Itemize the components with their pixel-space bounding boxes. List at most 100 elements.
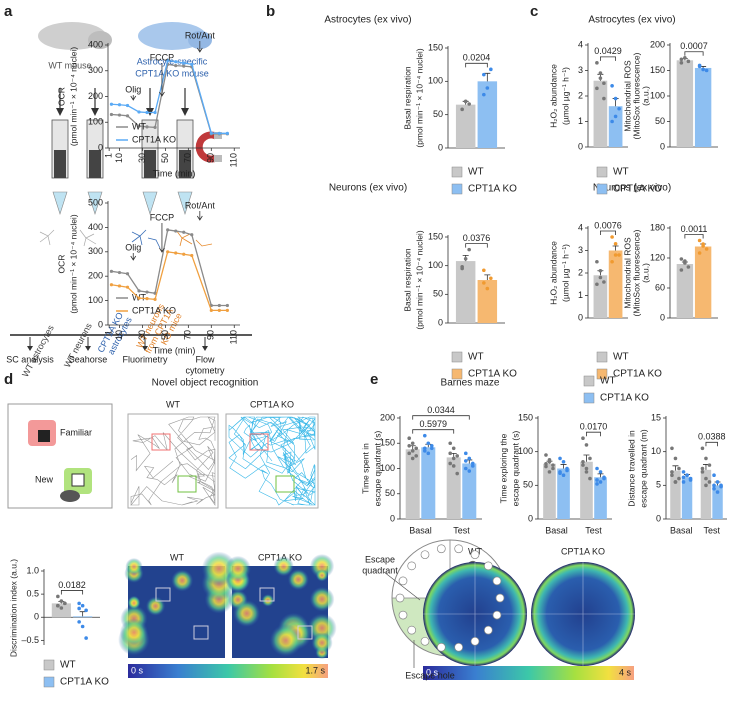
data-point	[598, 71, 603, 75]
bar	[580, 461, 593, 519]
legend-label: CPT1A KO	[468, 184, 517, 195]
data-point	[613, 114, 618, 119]
data-point	[463, 466, 468, 471]
method-label: Flow	[195, 354, 215, 364]
annotation: Olig	[125, 242, 141, 252]
x-tick-label: 50	[160, 330, 170, 340]
y-tick-label: 1	[578, 290, 583, 300]
point	[125, 114, 130, 118]
colorbar-label: 4 s	[619, 667, 632, 677]
annotation-arrow	[159, 63, 165, 97]
y-axis-label: Discrimination index (a.u.)	[8, 559, 18, 657]
p-value: 0.0204	[463, 53, 491, 63]
schematic-a	[10, 22, 252, 351]
diagram-label: Escape	[365, 554, 395, 564]
legend-label: WT	[613, 352, 629, 363]
data-point	[715, 490, 720, 494]
y-tick-label: 3	[578, 245, 583, 255]
data-point	[558, 456, 562, 461]
data-point	[584, 470, 589, 474]
data-point	[470, 464, 475, 468]
data-point	[617, 253, 621, 257]
object-label: New	[35, 474, 54, 484]
y-axis-label: (MitoSox fluorescence)	[631, 229, 641, 316]
y-tick-label: 0	[34, 612, 39, 622]
significance-bracket	[600, 230, 616, 235]
point	[117, 270, 122, 275]
legend-label: WT	[613, 167, 629, 178]
legend-swatch	[451, 183, 463, 195]
data-point	[598, 275, 603, 280]
annotation: FCCP	[150, 212, 175, 222]
point	[145, 290, 149, 294]
y-tick-label: 10	[651, 446, 661, 456]
data-point	[489, 276, 493, 281]
point	[190, 233, 194, 237]
data-point	[700, 466, 705, 471]
data-point	[426, 441, 431, 446]
bar	[694, 67, 712, 147]
object-zone	[249, 433, 269, 451]
x-tick-label: Basal	[409, 525, 432, 535]
object-zone	[193, 625, 209, 640]
schematic-e	[383, 539, 635, 680]
y-axis-label: (a.u.)	[640, 86, 650, 106]
data-point	[581, 459, 585, 464]
y-tick-label: 3	[578, 65, 583, 75]
legend-swatch	[596, 166, 608, 178]
data-point	[613, 253, 618, 257]
y-tick-label: 0	[528, 513, 533, 523]
data-point	[704, 68, 709, 73]
y-tick-label: 1.0	[26, 565, 39, 575]
y-tick-label: 150	[428, 231, 443, 241]
y-tick-label: 200	[88, 271, 103, 281]
bar	[477, 81, 498, 148]
data-point	[700, 446, 705, 451]
bar	[681, 477, 693, 519]
data-point	[482, 72, 486, 77]
panel-letter: d	[4, 371, 13, 388]
legend-label: WT	[600, 376, 616, 387]
data-point	[467, 456, 472, 461]
data-point	[588, 456, 592, 461]
legend-label: WT	[468, 352, 484, 363]
x-tick-label: 110	[229, 153, 239, 167]
p-value: 0.0011	[681, 224, 708, 234]
heat-blob	[311, 632, 333, 654]
object-zone	[297, 625, 313, 640]
panel-title: Barnes maze	[441, 378, 500, 389]
maze-hole	[420, 550, 430, 560]
diagram-label: quadrant	[362, 565, 398, 575]
y-tick-label: 0	[578, 312, 583, 322]
data-point	[422, 446, 427, 451]
panel-title: Astrocytes (ex vivo)	[324, 15, 411, 26]
data-point	[681, 475, 686, 480]
data-point	[467, 247, 471, 252]
data-point	[679, 57, 684, 62]
annotation-arrow	[130, 95, 137, 101]
point	[217, 308, 221, 312]
annotation: Rot/Ant	[185, 30, 216, 40]
object-zone	[151, 433, 171, 451]
method-label: Seahorse	[69, 354, 108, 364]
bar	[405, 449, 420, 519]
data-point	[561, 473, 566, 478]
y-tick-label: –0.5	[21, 635, 39, 645]
data-point	[448, 451, 453, 456]
data-point	[715, 480, 720, 484]
data-point	[422, 449, 427, 453]
data-point	[455, 454, 460, 458]
p-value: 0.0388	[698, 432, 726, 442]
point	[153, 297, 157, 301]
x-tick-label: Test	[585, 525, 602, 535]
data-point	[686, 265, 691, 269]
data-point	[701, 244, 705, 248]
point	[225, 131, 229, 135]
data-point	[686, 59, 691, 64]
heatmap-label: WT	[170, 552, 184, 562]
point	[182, 61, 186, 65]
error-bar	[612, 245, 619, 251]
data-point	[463, 451, 468, 456]
data-point	[482, 92, 486, 97]
